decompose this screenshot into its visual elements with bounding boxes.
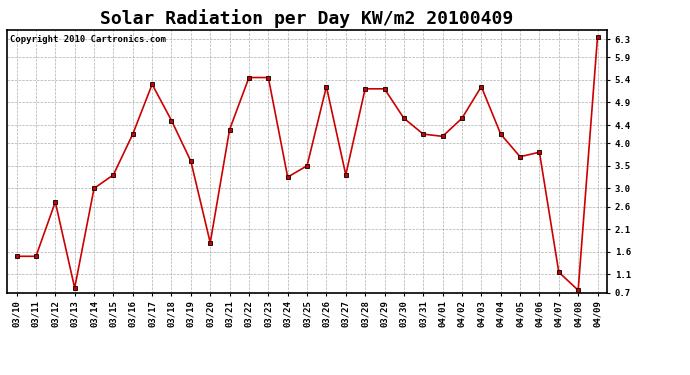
Title: Solar Radiation per Day KW/m2 20100409: Solar Radiation per Day KW/m2 20100409: [101, 9, 513, 28]
Text: Copyright 2010 Cartronics.com: Copyright 2010 Cartronics.com: [10, 35, 166, 44]
